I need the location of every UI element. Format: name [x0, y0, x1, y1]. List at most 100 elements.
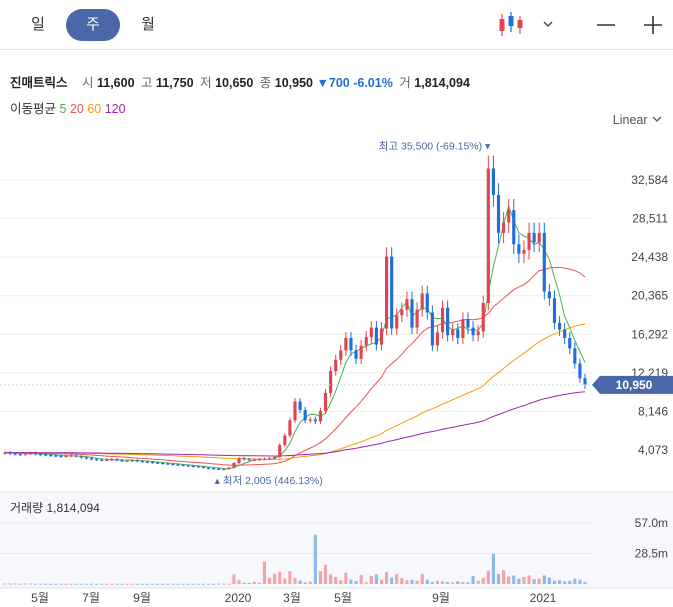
ma-line-120	[5, 391, 586, 457]
candle-body	[74, 455, 78, 457]
chevron-down-icon[interactable]	[536, 8, 560, 42]
volume-bar	[283, 578, 287, 584]
ma-line-20	[5, 266, 586, 466]
candle-body	[120, 460, 124, 462]
volume-bar	[44, 583, 48, 585]
candle-body	[435, 332, 440, 346]
candle-body	[135, 460, 139, 462]
candle-body	[217, 468, 221, 470]
ma-line-5	[4, 204, 586, 470]
x-tick-label: 5월	[31, 591, 49, 605]
candlestick-icon[interactable]	[494, 8, 528, 42]
candle-body	[471, 327, 475, 336]
tab-monthly[interactable]: 월	[141, 16, 155, 33]
candle-body	[201, 466, 205, 468]
candle-body	[130, 460, 134, 462]
x-tick-label: 9월	[133, 591, 151, 605]
candle-body	[410, 299, 414, 328]
candle-body	[344, 337, 348, 351]
candle-body	[278, 445, 282, 457]
candle-body	[349, 337, 353, 351]
volume-bar	[542, 575, 546, 584]
candle-body	[191, 465, 195, 468]
volume-bar	[145, 583, 150, 585]
volume-bar	[552, 580, 557, 584]
candle-body	[59, 455, 63, 458]
volume-bar	[156, 583, 160, 585]
volume-bar	[84, 583, 88, 585]
volume-label: 거	[399, 76, 411, 90]
volume-bar	[385, 572, 389, 584]
candle-body	[262, 458, 267, 460]
candle-body	[440, 307, 445, 333]
candle-body	[481, 302, 485, 332]
candle-body	[227, 467, 231, 470]
price-tick-label: 20,365	[631, 289, 668, 303]
volume-bar	[369, 575, 373, 584]
change-value: ▼700 -6.01%	[316, 76, 393, 90]
price-tick-label: 24,438	[631, 250, 668, 264]
x-tick-label: 3월	[283, 591, 301, 605]
open-value: 11,600	[97, 76, 135, 90]
current-price-label: 10,950	[616, 378, 653, 392]
low-value: 10,650	[215, 76, 254, 90]
volume-bar	[13, 583, 17, 585]
candle-body	[318, 410, 323, 422]
candle-body	[486, 168, 490, 303]
volume-bar	[49, 583, 53, 585]
tab-weekly[interactable]: 주	[66, 9, 120, 41]
candle-body	[405, 299, 409, 310]
candle-body	[156, 462, 160, 464]
price-tick-label: 32,584	[631, 173, 668, 187]
volume-bar	[237, 580, 241, 584]
ma-120[interactable]: 120	[104, 102, 126, 116]
volume-bar	[100, 583, 104, 585]
volume-bar	[334, 577, 338, 584]
candle-body	[583, 378, 587, 385]
candle-body	[359, 345, 363, 359]
plus-icon[interactable]	[636, 8, 670, 42]
volume-bar	[451, 582, 455, 584]
x-tick-label: 5월	[334, 591, 352, 605]
candle-body	[206, 467, 211, 469]
volume-bar	[308, 581, 312, 584]
ma-60[interactable]: 60	[87, 102, 102, 116]
candle-body	[542, 232, 546, 292]
volume-bar	[130, 583, 134, 585]
candle-body	[430, 312, 434, 346]
volume-bar	[181, 583, 185, 585]
candle-body	[451, 329, 455, 336]
low-marker: ▴ 최저 2,005 (446.13%)	[215, 475, 323, 487]
tab-daily[interactable]: 일	[31, 16, 45, 33]
candle-body	[491, 168, 495, 196]
volume-bar	[440, 581, 445, 584]
candle-body	[400, 309, 404, 316]
candle-body	[334, 359, 338, 372]
candle-body	[476, 331, 480, 336]
volume-bar	[323, 564, 328, 584]
candle-body	[176, 464, 180, 466]
chevron-down-icon	[652, 116, 662, 122]
minus-icon[interactable]	[589, 8, 623, 42]
candle-body	[557, 322, 562, 330]
volume-bar	[252, 581, 256, 584]
scale-mode-select[interactable]: Linear	[613, 113, 663, 127]
volume-bar	[573, 578, 577, 584]
volume-bar	[466, 582, 470, 584]
volume-bar	[212, 583, 216, 585]
volume-bar	[476, 580, 480, 584]
candle-body	[547, 291, 551, 299]
volume-bar	[379, 579, 384, 584]
volume-bar	[532, 579, 536, 584]
candle-body	[298, 401, 302, 410]
volume-bar	[115, 583, 119, 585]
candle-body	[145, 461, 150, 463]
ma-20[interactable]: 20	[69, 102, 84, 116]
ma-5[interactable]: 5	[59, 102, 67, 116]
volume-bar	[547, 577, 551, 584]
candle-body	[115, 459, 119, 461]
candle-body	[354, 350, 358, 359]
volume-bar	[359, 574, 363, 584]
volume-bar	[89, 583, 94, 585]
volume-bar	[374, 574, 378, 584]
